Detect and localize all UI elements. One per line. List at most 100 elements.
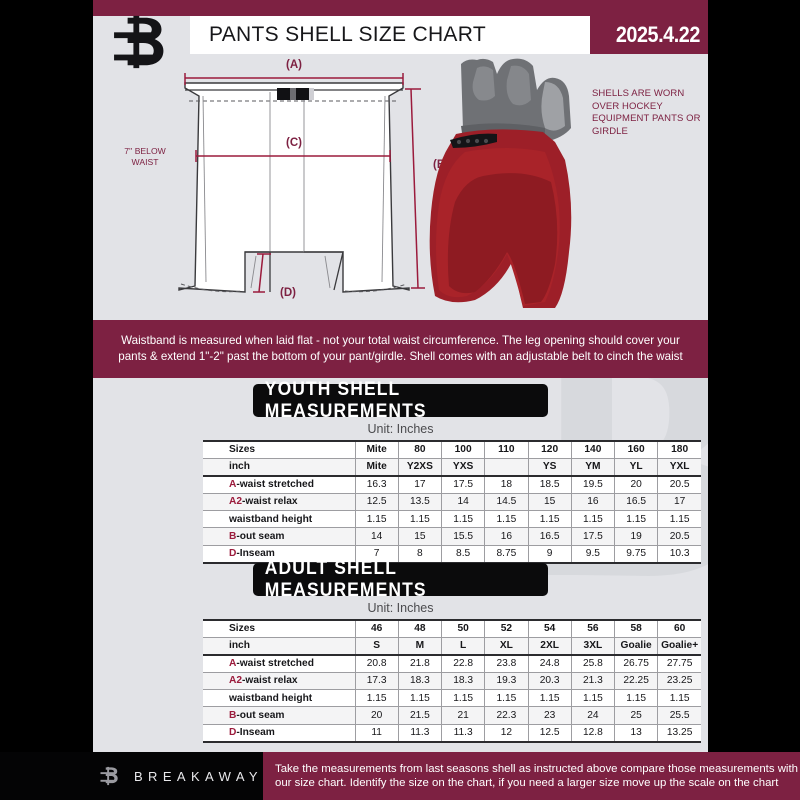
shorts-outline (178, 82, 410, 293)
table-cell: 14.5 (484, 492, 529, 512)
table-cell: YXL (657, 457, 701, 477)
row-label: D-Inseam (203, 544, 356, 564)
table-cell: 1.15 (570, 510, 616, 529)
table-cell: 12 (484, 723, 529, 743)
row-label: A-waist stretched (203, 654, 356, 673)
table-row: A2-waist relax 17.3 18.3 18.3 19.3 20.3 21.3 22… (203, 671, 701, 691)
below-waist-label-line1: 7'' BELOW (124, 146, 166, 156)
table-cell: 17 (657, 492, 701, 512)
table-cell: 20.5 (657, 527, 701, 546)
table-cell: 8.5 (440, 544, 486, 564)
table-cell: 1.15 (613, 510, 659, 529)
table-cell: 27.75 (657, 654, 701, 673)
pants-technical-drawing: (A) (B) (C) (124, 58, 572, 308)
adult-unit-label: Unit: Inches (367, 601, 434, 615)
youth-banner-label: YOUTH SHELL MEASUREMENTS (264, 378, 427, 422)
row-label: Sizes (203, 439, 356, 459)
table-row: Sizes Mite 80 100 110 120 140 160 180 (203, 439, 701, 459)
table-cell: 20 (354, 706, 399, 725)
table-cell: 1.15 (527, 689, 572, 708)
table-cell: 2XL (527, 636, 572, 656)
table-row: waistband height 1.15 1.15 1.15 1.15 1.15 1.15… (203, 510, 701, 529)
table-cell: 15 (397, 527, 443, 546)
row-label-mark: A2 (229, 675, 243, 687)
dimension-a (184, 73, 404, 85)
table-cell: 25 (613, 706, 659, 725)
row-label: D-Inseam (203, 723, 356, 743)
table-row: B-out seam 20 21.5 21 22.3 23 24 25 25.5 (203, 706, 701, 725)
row-label: Sizes (203, 618, 356, 638)
table-cell: 1.15 (484, 689, 529, 708)
row-label: A-waist stretched (203, 475, 356, 494)
table-cell: 1.15 (440, 510, 486, 529)
table-cell: 18.3 (440, 671, 486, 691)
table-cell: 8 (397, 544, 443, 564)
table-cell: 20.8 (354, 654, 399, 673)
table-row: waistband height 1.15 1.15 1.15 1.15 1.15 1.15… (203, 689, 701, 708)
table-cell: 25.8 (570, 654, 616, 673)
photo-caption: SHELLS ARE WORN OVER HOCKEY EQUIPMENT PA… (592, 88, 701, 137)
table-cell: 9.75 (613, 544, 659, 564)
table-cell: 54 (527, 618, 572, 638)
row-label-mark: B (229, 710, 237, 722)
table-cell: 21.3 (570, 671, 616, 691)
date-box-bg (590, 16, 708, 54)
table-cell: 17 (397, 475, 443, 494)
table-cell: Goalie (613, 636, 659, 656)
table-cell: 19.5 (570, 475, 616, 494)
page-title: PANTS SHELL SIZE CHART (209, 23, 486, 46)
table-cell: 21.5 (397, 706, 443, 725)
table-cell: 16.5 (527, 527, 572, 546)
table-cell: 24.8 (527, 654, 572, 673)
row-label: B-out seam (203, 527, 356, 546)
table-row: inch S M L XL 2XL 3XL Goalie Goalie+ (203, 636, 701, 656)
dimension-c (195, 150, 391, 162)
table-cell: 160 (613, 439, 659, 459)
table-row: A2-waist relax 12.5 13.5 14 14.5 15 16 16.5 17 (203, 492, 701, 512)
table-cell: M (397, 636, 443, 656)
table-cell: 46 (354, 618, 399, 638)
table-row: Sizes 46 48 50 52 54 56 58 60 (203, 618, 701, 638)
table-cell: 1.15 (440, 689, 486, 708)
table-cell: 60 (657, 618, 701, 638)
row-label-mark: A2 (229, 496, 243, 508)
table-cell: 16.3 (354, 475, 399, 494)
adult-banner: ADULT SHELL MEASUREMENTS (93, 558, 708, 601)
table-cell: 1.15 (397, 689, 443, 708)
table-cell: Goalie+ (657, 636, 701, 656)
below-waist-label-line2: WAIST (132, 157, 160, 167)
table-cell: Y2XS (397, 457, 443, 477)
table-cell: 24 (570, 706, 616, 725)
table-cell: 22.3 (484, 706, 529, 725)
table-cell: 18 (484, 475, 529, 494)
instruction-band: Waistband is measured when laid flat - n… (93, 320, 708, 378)
row-label-mark: A (229, 658, 237, 670)
row-label-mark: B (229, 531, 237, 543)
page-footer: BREAKAWAY Take the measurements from las… (0, 752, 800, 800)
table-cell: 56 (570, 618, 616, 638)
table-cell: 13.5 (397, 492, 443, 512)
row-label: waistband height (203, 510, 356, 529)
table-cell: 180 (657, 439, 701, 459)
table-cell: 23 (527, 706, 572, 725)
table-cell: 15 (527, 492, 572, 512)
diagram-area: (A) (B) (C) (93, 56, 708, 318)
table-row: D-Inseam 7 8 8.5 8.75 9 9.5 9.75 10.3 (203, 544, 701, 564)
table-cell: S (354, 636, 399, 656)
table-cell: 16 (570, 492, 616, 512)
row-label: A2-waist relax (203, 671, 356, 691)
table-cell: 18.5 (527, 475, 572, 494)
table-cell: 23.8 (484, 654, 529, 673)
table-cell: 12.8 (570, 723, 616, 743)
table-cell: 110 (484, 439, 529, 459)
table-cell: YM (570, 457, 616, 477)
table-cell: YXS (440, 457, 486, 477)
table-cell: XL (484, 636, 529, 656)
table-row: inch Mite Y2XS YXS YS YM YL YXL (203, 457, 701, 477)
table-cell: 22.8 (440, 654, 486, 673)
row-label: B-out seam (203, 706, 356, 725)
table-cell: 19.3 (484, 671, 529, 691)
row-label-mark: A (229, 479, 237, 491)
brand-logo-icon (114, 15, 164, 69)
